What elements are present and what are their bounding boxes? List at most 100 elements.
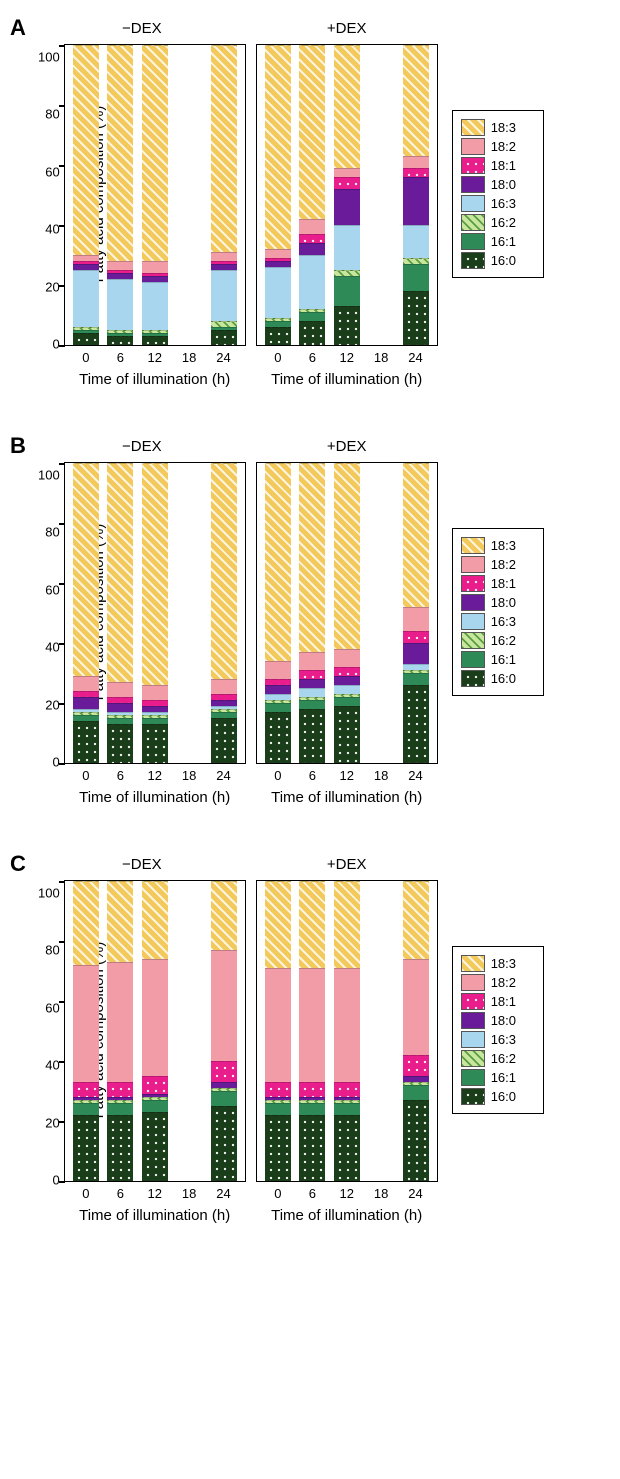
segment-18-1 xyxy=(73,1082,99,1097)
segment-18-3 xyxy=(211,45,237,252)
ytick: 80 xyxy=(45,944,59,957)
segment-18-1 xyxy=(299,234,325,243)
stacked-bar xyxy=(73,45,99,345)
segment-16-1 xyxy=(299,1103,325,1115)
segment-18-3 xyxy=(299,881,325,968)
segment-16-0 xyxy=(142,724,168,763)
segment-18-3 xyxy=(73,45,99,255)
ytick: 100 xyxy=(38,887,60,900)
segment-18-2 xyxy=(211,252,237,261)
segment-18-0 xyxy=(334,676,360,685)
stacked-bar xyxy=(334,45,360,345)
stacked-bar xyxy=(334,463,360,763)
stacked-bar xyxy=(73,463,99,763)
segment-16-3 xyxy=(211,270,237,321)
segment-18-3 xyxy=(334,881,360,968)
segment-18-1 xyxy=(334,177,360,189)
segment-16-1 xyxy=(334,1103,360,1115)
segment-18-0 xyxy=(403,643,429,664)
bar-slot xyxy=(330,45,364,345)
segment-16-0 xyxy=(107,1115,133,1181)
legend-item: 18:3 xyxy=(461,955,535,972)
bar-slot xyxy=(295,45,329,345)
bar-slot xyxy=(330,463,364,763)
segment-18-2 xyxy=(403,156,429,168)
plot-area xyxy=(256,462,438,764)
y-axis: Fatty acid composition (%) 100806040200 xyxy=(38,880,60,1180)
legend-item: 16:1 xyxy=(461,1069,535,1086)
xtick: 0 xyxy=(69,768,103,783)
segment-18-3 xyxy=(73,881,99,965)
segment-18-2 xyxy=(299,652,325,670)
legend-item: 16:1 xyxy=(461,651,535,668)
xtick: 12 xyxy=(138,350,172,365)
xtick: 18 xyxy=(172,350,206,365)
segment-16-0 xyxy=(211,718,237,763)
x-axis-label: Time of illumination (h) xyxy=(271,1207,422,1224)
bar-slot xyxy=(206,45,240,345)
segment-18-2 xyxy=(334,968,360,1082)
legend-swatch xyxy=(461,670,485,687)
stacked-bar xyxy=(265,881,291,1181)
stacked-bar xyxy=(403,45,429,345)
segment-16-0 xyxy=(73,721,99,763)
segment-16-0 xyxy=(334,1115,360,1181)
segment-16-0 xyxy=(142,336,168,345)
segment-18-2 xyxy=(299,219,325,234)
segment-16-1 xyxy=(211,1091,237,1106)
bar-slot xyxy=(261,45,295,345)
bar-slot xyxy=(398,463,432,763)
legend-label: 16:0 xyxy=(491,671,516,686)
xtick: 6 xyxy=(103,768,137,783)
bar-slot xyxy=(69,463,103,763)
xtick: 0 xyxy=(69,1186,103,1201)
legend-label: 18:3 xyxy=(491,538,516,553)
xtick: 12 xyxy=(138,768,172,783)
segment-18-3 xyxy=(73,463,99,676)
segment-18-2 xyxy=(142,261,168,273)
ytick: 100 xyxy=(38,469,60,482)
segment-18-2 xyxy=(211,950,237,1061)
xtick: 0 xyxy=(69,350,103,365)
segment-18-2 xyxy=(107,682,133,697)
legend-item: 18:1 xyxy=(461,993,535,1010)
bar-slot xyxy=(261,881,295,1181)
bar-slot xyxy=(103,463,137,763)
stacked-bar xyxy=(265,45,291,345)
legend-label: 16:3 xyxy=(491,614,516,629)
stacked-bar xyxy=(299,45,325,345)
segment-18-2 xyxy=(265,249,291,258)
segment-18-3 xyxy=(299,463,325,652)
legend-swatch xyxy=(461,993,485,1010)
stacked-bar xyxy=(334,881,360,1181)
legend-label: 16:1 xyxy=(491,234,516,249)
xtick: 18 xyxy=(364,768,398,783)
legend-label: 18:1 xyxy=(491,576,516,591)
condition-title-plus: +DEX xyxy=(327,856,367,874)
ytick: 100 xyxy=(38,51,60,64)
xtick: 24 xyxy=(206,768,240,783)
xtick: 12 xyxy=(330,768,364,783)
plot-area xyxy=(256,44,438,346)
legend-label: 16:2 xyxy=(491,633,516,648)
legend-label: 16:1 xyxy=(491,652,516,667)
panel-label: B xyxy=(10,433,26,459)
ytick: 80 xyxy=(45,108,59,121)
legend-swatch xyxy=(461,594,485,611)
xtick: 0 xyxy=(261,350,295,365)
plot-area xyxy=(64,880,246,1182)
legend-swatch xyxy=(461,613,485,630)
ytick: 80 xyxy=(45,526,59,539)
stacked-bar xyxy=(142,881,168,1181)
legend-item: 16:0 xyxy=(461,1088,535,1105)
legend-label: 16:3 xyxy=(491,1032,516,1047)
segment-16-1 xyxy=(299,700,325,709)
bar-slot xyxy=(398,45,432,345)
legend-swatch xyxy=(461,214,485,231)
segment-16-0 xyxy=(334,706,360,763)
segment-16-0 xyxy=(403,685,429,763)
segment-18-0 xyxy=(403,177,429,225)
x-axis-ticks: 06121824 xyxy=(65,350,245,365)
segment-16-3 xyxy=(334,225,360,270)
ytick: 40 xyxy=(45,1059,59,1072)
